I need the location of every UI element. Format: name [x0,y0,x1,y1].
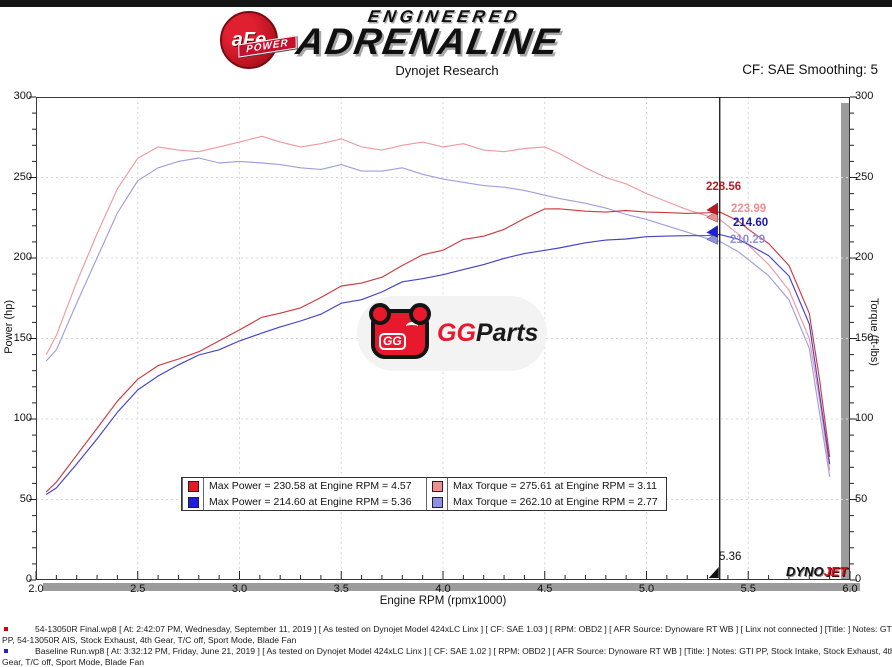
y-axis-tick-label-left: 50 [19,492,32,505]
dynojet-research-subtitle: Dynojet Research [395,63,499,78]
ggparts-mascot-icon: GG [369,302,431,359]
legend-box: Max Power = 230.58 at Engine RPM = 4.57 … [181,477,667,511]
y-axis-tick-label-right: 200 [855,251,874,263]
curve-power-baseline [45,233,831,495]
mascot-gg-text: GG [379,332,406,350]
x-axis-title: Engine RPM (rpmx1000) [379,595,507,607]
left-axis-title: Power (hp) [3,300,15,354]
cursor-rpm-label: 5.36 [719,551,742,563]
curve-torque-baseline [45,157,831,478]
legend-label-torque-baseline: Max Torque = 262.10 at Engine RPM = 2.77 [453,496,658,508]
x-axis-tick-label: 4.5 [537,583,553,595]
cursor-bottom-marker[interactable] [708,567,719,578]
cursor-value-power-baseline: 214.60 [733,217,769,229]
mascot-eye [406,321,418,331]
x-axis-tick-label: 3.5 [333,583,349,595]
legend-swatch-power-final [182,478,204,494]
run-info-line: Baseline Run.wp8 [ At: 3:32:12 PM, Frida… [35,646,892,656]
ggparts-wordmark: GGParts [437,319,539,347]
cursor-marker-arrow [706,225,718,238]
curve-torque-final [45,135,831,471]
y-axis-tick-label-right: 0 [855,573,862,585]
y-axis-tick-label-right: 300 [855,90,874,102]
y-axis-tick-label-right: 100 [855,412,874,424]
ggparts-watermark: GG GGParts [357,296,547,371]
legend-swatch-power-baseline [182,494,204,510]
cursor-marker-arrow [706,202,718,216]
x-axis-tick-label: 4.0 [435,583,451,595]
run-info-line: PP, 54-13050R AIS, Stock Exhaust, 4th Ge… [2,635,297,645]
plot-shadow-right [841,103,850,580]
legend-label-torque-final: Max Torque = 275.61 at Engine RPM = 3.11 [453,480,657,492]
legend-label-power-baseline: Max Power = 214.60 at Engine RPM = 5.36 [209,496,412,508]
top-bar [0,0,892,7]
y-axis-tick-label-left: 100 [13,412,32,424]
x-axis-tick-label: 5.5 [740,583,756,595]
y-axis-tick-label-left: 0 [25,573,32,585]
sae-smoothing-label: CF: SAE Smoothing: 5 [742,62,878,77]
run-info-line: Gear, T/C off, Sport Mode, Blade Fan [2,657,145,667]
cursor-value-power-final: 228.56 [706,181,742,193]
legend-label-power-final: Max Power = 230.58 at Engine RPM = 4.57 [209,480,412,492]
legend-swatch-torque-baseline [426,494,448,510]
cursor-value-torque-final: 223.99 [731,203,767,215]
y-axis-tick-label-left: 300 [13,90,32,102]
curve-power-final [45,208,831,493]
y-axis-tick-label-right: 150 [855,331,874,344]
y-axis-tick-label-left: 200 [13,251,32,263]
y-axis-tick-label-left: 250 [13,170,32,183]
run-bullet-baseline [4,649,8,653]
plot-shadow-bottom [43,583,860,591]
x-axis-tick-label: 2.0 [28,583,44,595]
right-axis-title: Torque (ft-lbs) [868,298,880,366]
y-axis-tick-label-left: 150 [13,331,32,344]
legend-swatch-torque-final [426,478,448,494]
y-axis-tick-label-right: 50 [855,492,868,505]
x-axis-tick-label: 3.0 [231,583,248,595]
x-axis-tick-label: 2.5 [130,583,146,595]
y-axis-tick-label-right: 250 [855,170,874,183]
cursor-value-torque-baseline: 210.29 [730,234,766,246]
plot-frame [36,97,850,580]
run-bullet-final [4,627,8,631]
dynojet-logo: DYNOJET [786,564,848,579]
run-info-line: 54-13050R Final.wp8 [ At: 2:42:07 PM, We… [35,624,892,634]
x-axis-tick-label: 5.0 [638,583,655,595]
x-axis-tick-label: 6.0 [842,583,858,595]
